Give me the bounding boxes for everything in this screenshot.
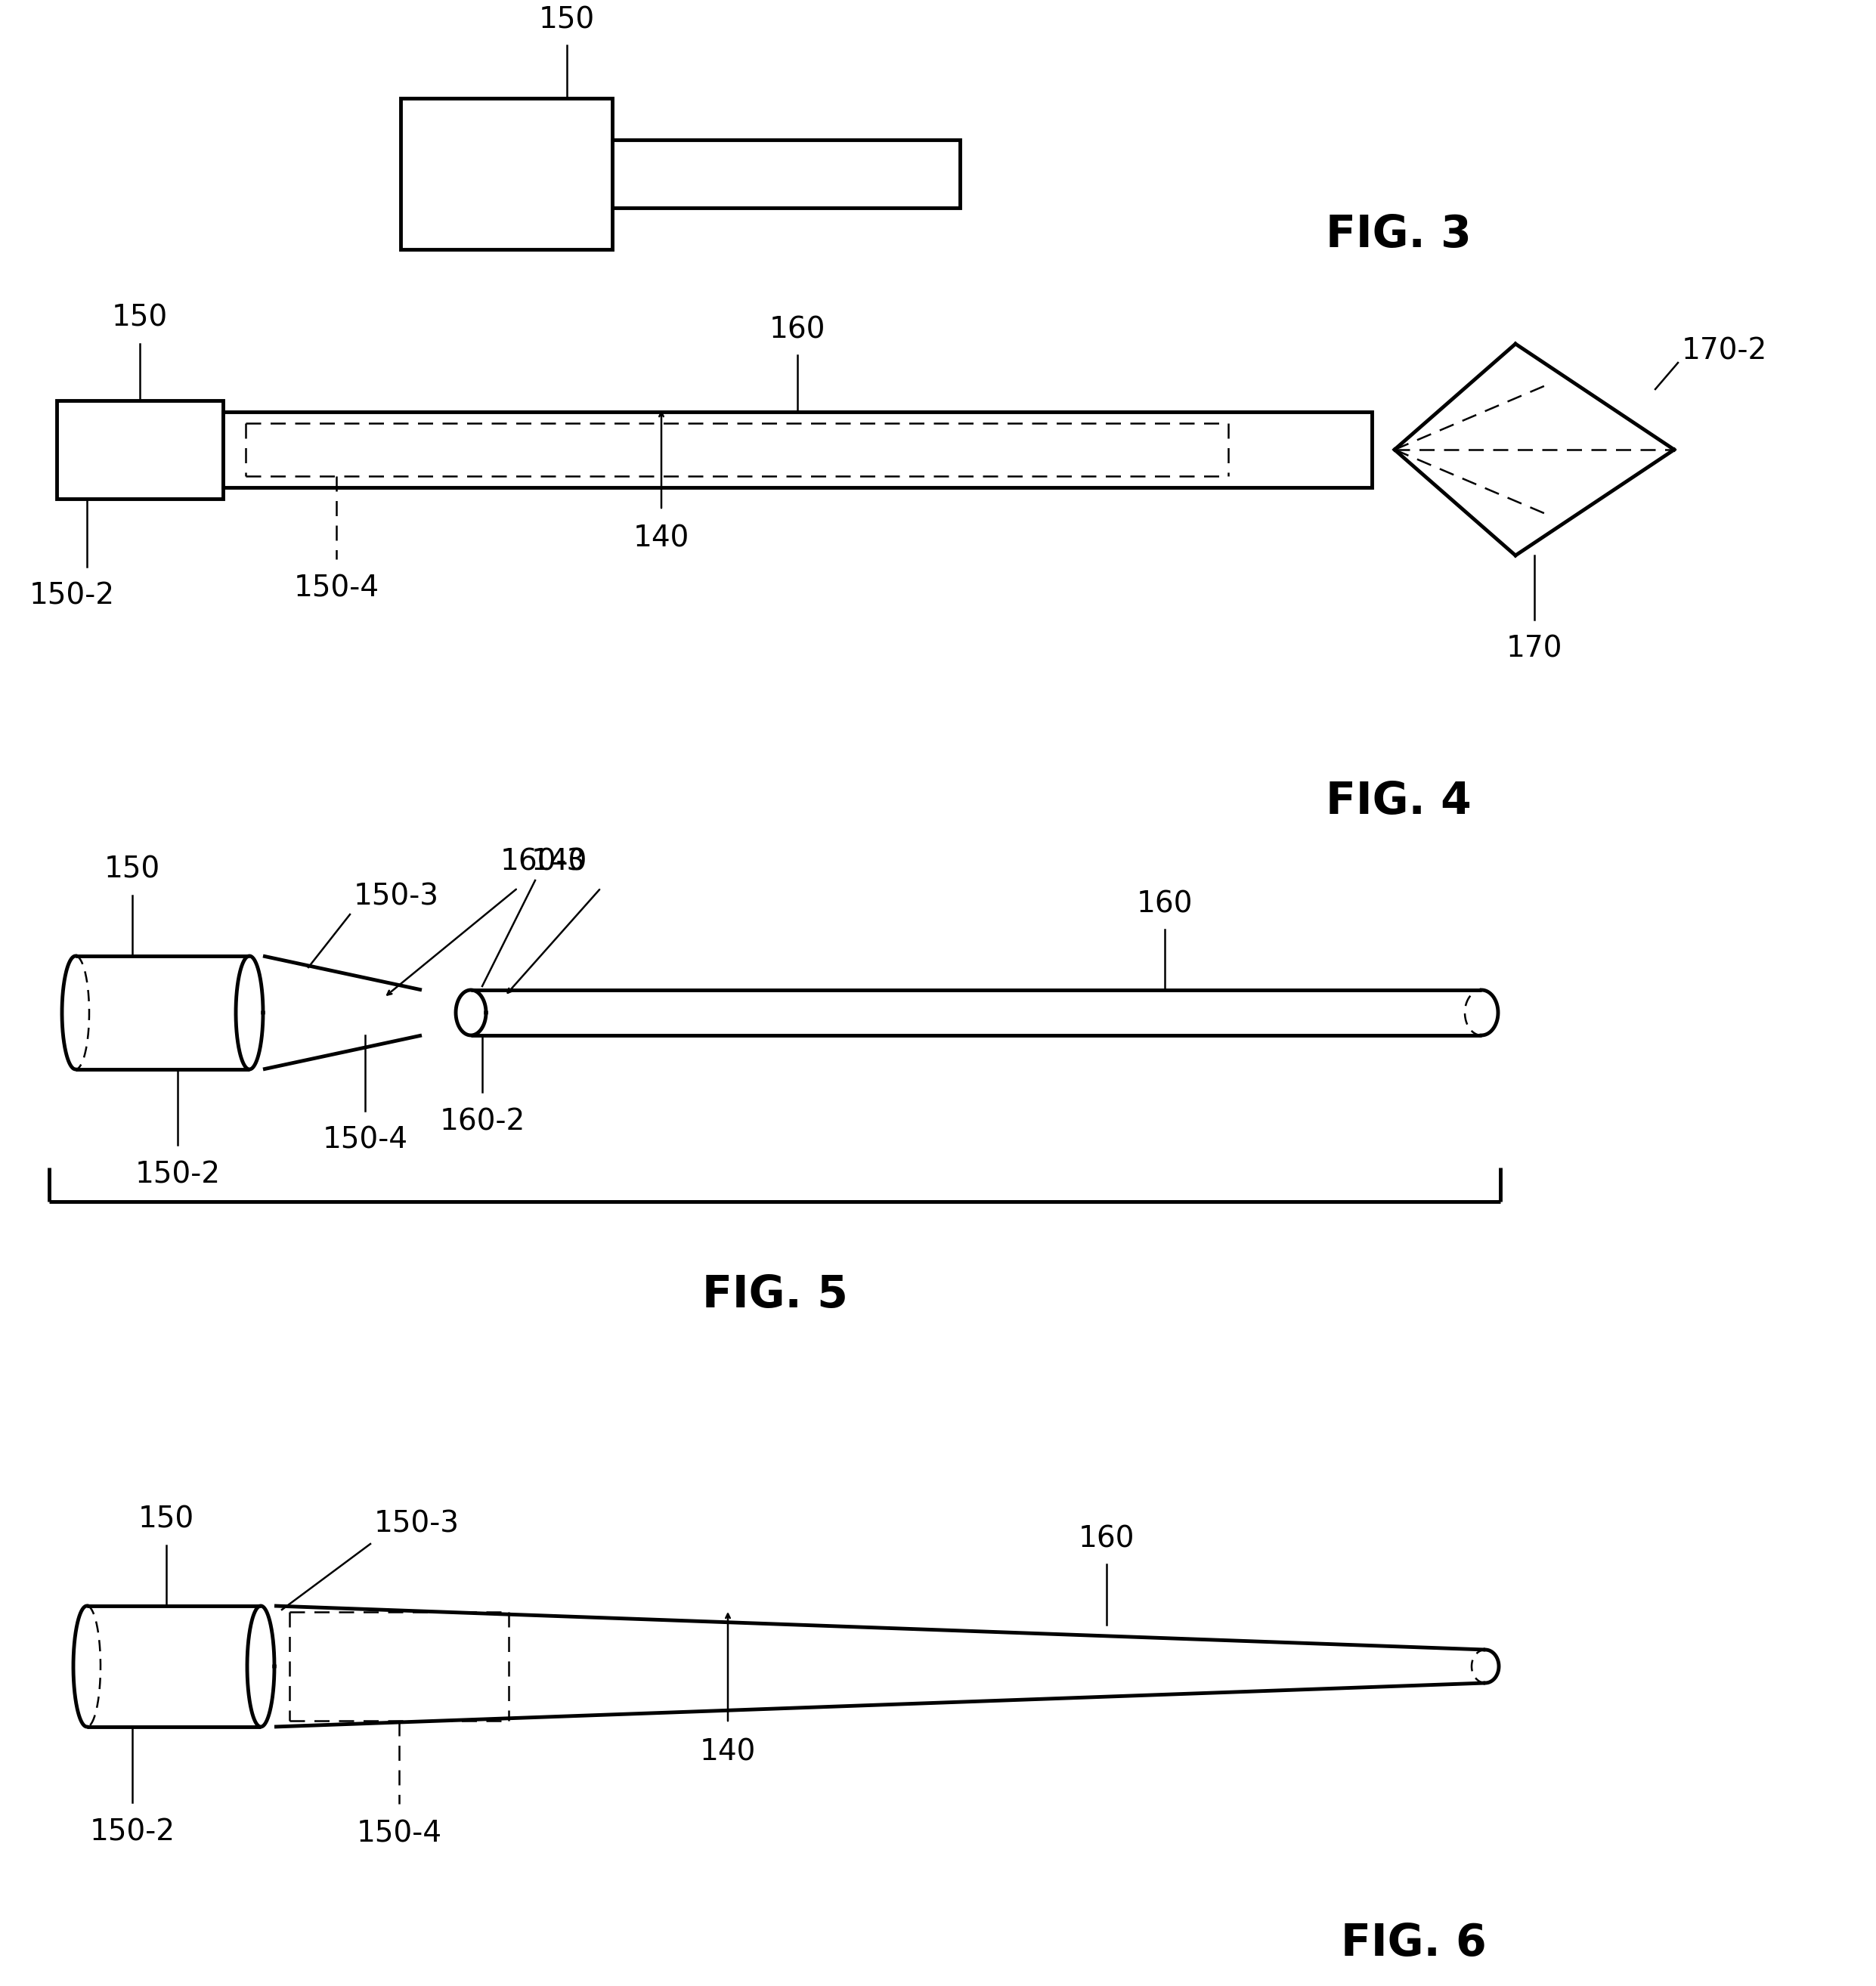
Text: 150-2: 150-2 xyxy=(30,582,114,610)
Text: 150-2: 150-2 xyxy=(135,1160,219,1190)
Text: 140: 140 xyxy=(634,524,690,552)
Bar xyxy=(56,401,223,498)
Text: FIG. 5: FIG. 5 xyxy=(702,1273,848,1317)
Text: 150: 150 xyxy=(105,856,159,884)
Text: 160: 160 xyxy=(1137,890,1193,918)
Text: 160-2: 160-2 xyxy=(439,1106,525,1136)
Text: 150-2: 150-2 xyxy=(90,1817,174,1847)
Text: 150: 150 xyxy=(113,304,167,332)
Text: 140: 140 xyxy=(700,1738,756,1768)
Text: 150: 150 xyxy=(139,1505,195,1533)
Bar xyxy=(401,97,612,250)
Text: 170-2: 170-2 xyxy=(1681,338,1767,365)
Text: 150-4: 150-4 xyxy=(295,574,379,604)
Text: 150: 150 xyxy=(538,6,595,34)
Text: 150-3: 150-3 xyxy=(355,882,439,912)
Text: FIG. 3: FIG. 3 xyxy=(1326,213,1471,256)
Bar xyxy=(223,411,1371,487)
Text: 150-4: 150-4 xyxy=(356,1819,441,1847)
Text: 170: 170 xyxy=(1506,636,1563,663)
Text: FIG. 4: FIG. 4 xyxy=(1326,780,1471,822)
Text: 150-3: 150-3 xyxy=(373,1509,460,1537)
Text: 150-4: 150-4 xyxy=(323,1126,407,1154)
Bar xyxy=(612,139,961,209)
Text: 140: 140 xyxy=(531,848,587,876)
Text: FIG. 6: FIG. 6 xyxy=(1341,1922,1486,1964)
Text: 160: 160 xyxy=(769,316,825,344)
Text: 160: 160 xyxy=(1079,1525,1135,1553)
Text: 160-3: 160-3 xyxy=(499,848,585,876)
